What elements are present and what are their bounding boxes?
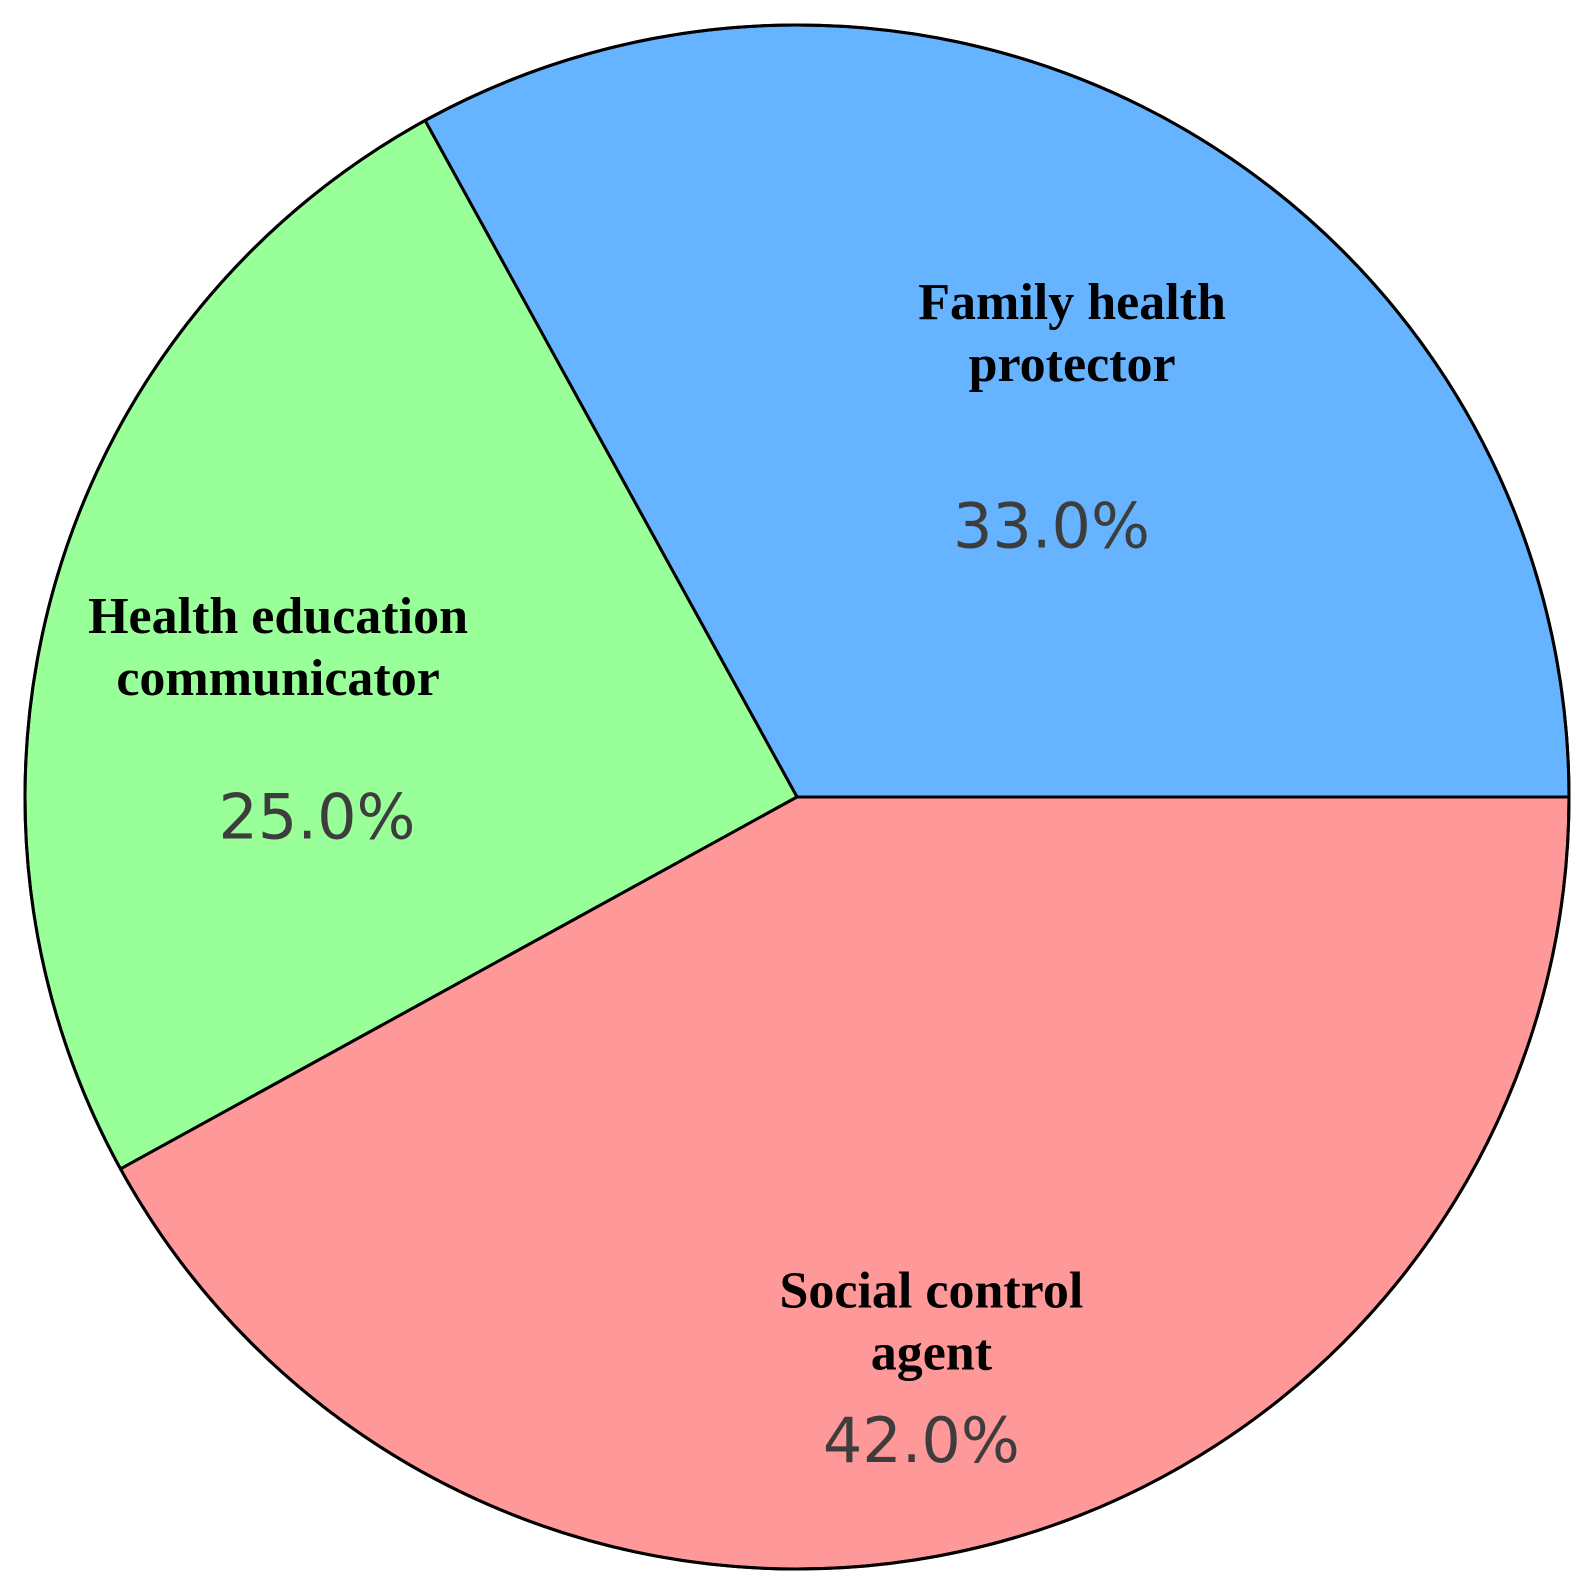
slice-label-line: Family health (918, 274, 1226, 331)
slice-label-line: agent (871, 1324, 993, 1381)
slice-label-family-health-protector: Family health protector (918, 274, 1226, 393)
slice-pct-social-control-agent: 42.0% (823, 1404, 1020, 1477)
slice-label-line: Social control (779, 1262, 1083, 1319)
slice-label-line: Health education (88, 588, 468, 645)
pie-slices (23, 23, 1571, 1571)
slice-label-line: protector (969, 336, 1176, 393)
slice-pct-health-education-communicator: 25.0% (218, 781, 415, 854)
slice-label-line: communicator (116, 650, 439, 707)
pie-labels: Family health protector 33.0% Health educat… (88, 274, 1226, 1477)
slice-label-health-education-communicator: Health education communicator (88, 588, 468, 707)
pie-outline (23, 23, 1571, 1571)
slice-pct-family-health-protector: 33.0% (953, 490, 1150, 563)
slice-label-social-control-agent: Social control agent (779, 1262, 1083, 1381)
